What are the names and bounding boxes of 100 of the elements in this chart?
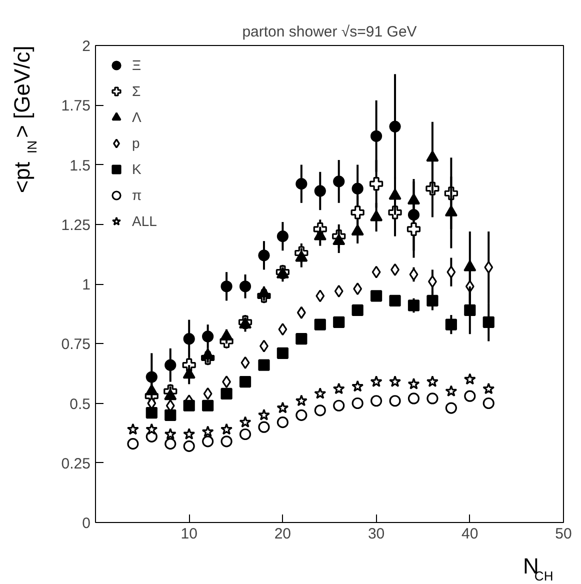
point	[202, 426, 214, 438]
point	[389, 120, 401, 132]
legend-label: Σ	[132, 83, 142, 99]
point	[183, 400, 195, 412]
point	[409, 268, 418, 281]
legend-label: K	[132, 161, 142, 177]
point	[220, 423, 233, 435]
point	[482, 382, 495, 394]
point	[445, 385, 458, 397]
point	[146, 371, 158, 383]
point	[258, 421, 270, 433]
point	[146, 423, 158, 435]
point	[408, 300, 420, 312]
point	[202, 330, 214, 342]
point	[314, 404, 326, 416]
x-tick-label: 10	[180, 526, 198, 542]
point	[426, 375, 438, 388]
point	[202, 436, 214, 448]
point	[239, 428, 252, 440]
point	[276, 416, 288, 428]
y-axis-title: <ptIN> [GeV/c]	[10, 46, 40, 194]
point	[314, 229, 326, 240]
point	[352, 182, 364, 194]
point	[220, 436, 232, 448]
y-tick-label: 0.75	[61, 336, 91, 354]
y-tick-label: 1.75	[61, 98, 91, 115]
point	[408, 392, 420, 404]
point	[407, 193, 420, 204]
point	[220, 388, 232, 400]
point	[446, 266, 456, 278]
point	[484, 261, 494, 274]
y-tick-label: 0.25	[61, 455, 91, 472]
point	[258, 408, 270, 420]
y-tick-label: 2	[82, 38, 90, 55]
point	[222, 375, 232, 388]
point	[333, 176, 345, 188]
point	[296, 333, 308, 345]
point	[372, 266, 381, 278]
point	[164, 428, 176, 440]
x-tick-label: 20	[274, 526, 292, 542]
point	[428, 275, 437, 288]
point	[352, 380, 364, 392]
legend-label: p	[132, 135, 141, 151]
point	[332, 234, 346, 246]
point	[258, 250, 270, 262]
point	[202, 400, 214, 412]
point	[146, 406, 158, 419]
point	[183, 333, 195, 345]
point	[164, 388, 177, 400]
point	[203, 387, 212, 400]
x-tick-label: 40	[462, 526, 478, 542]
legend-label: ALL	[132, 213, 157, 229]
point	[426, 392, 438, 404]
point	[239, 416, 252, 428]
point	[258, 359, 270, 371]
point	[351, 224, 364, 236]
point	[426, 294, 438, 306]
point	[314, 387, 326, 399]
y-tick-label: 0	[82, 515, 90, 532]
point	[406, 222, 421, 236]
point	[145, 384, 158, 396]
point	[389, 294, 401, 306]
point	[182, 367, 196, 379]
point	[333, 400, 345, 412]
point	[389, 395, 401, 407]
point	[164, 409, 176, 421]
point	[370, 210, 383, 222]
point	[482, 397, 494, 410]
point	[314, 318, 326, 330]
y-tick-label: 1.25	[61, 216, 91, 234]
point	[127, 438, 139, 450]
point	[353, 282, 362, 296]
legend-label: Ξ	[132, 57, 142, 73]
point	[278, 323, 288, 336]
point	[445, 402, 457, 414]
point	[126, 423, 139, 435]
point	[464, 304, 476, 316]
point	[445, 318, 457, 330]
point	[276, 230, 288, 242]
y-tick-label: 1	[82, 276, 90, 294]
point	[296, 409, 308, 421]
y-tick-label: 1.5	[70, 157, 91, 174]
point	[276, 402, 289, 414]
point	[240, 356, 250, 370]
point	[202, 348, 214, 360]
point	[314, 185, 326, 197]
point	[444, 205, 458, 216]
y-tick-label: 0.5	[70, 396, 91, 413]
point	[220, 329, 233, 340]
point	[388, 375, 402, 388]
point	[183, 440, 195, 452]
point	[408, 378, 420, 390]
point	[370, 177, 384, 191]
point	[388, 188, 402, 200]
point	[295, 250, 308, 262]
point	[164, 359, 176, 371]
point	[239, 280, 252, 292]
point	[334, 284, 344, 298]
point	[352, 397, 364, 410]
point	[258, 286, 270, 298]
